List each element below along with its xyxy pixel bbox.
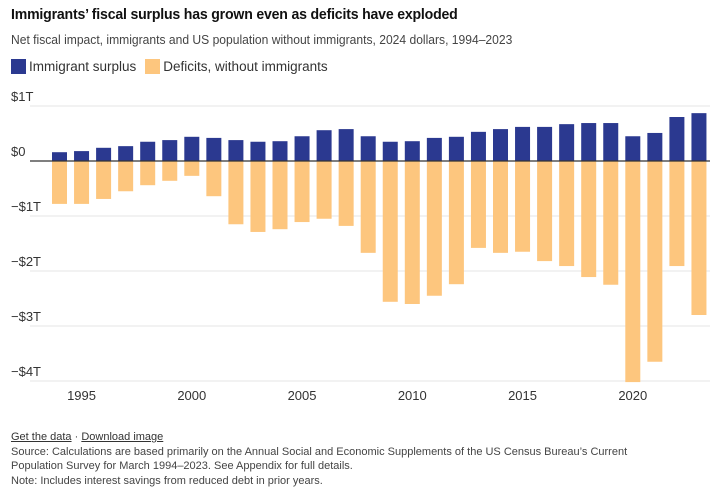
bar-immigrant-surplus-2020 [625,136,641,161]
bar-deficit-2011 [426,161,442,296]
bar-deficit-2013 [470,161,486,248]
bar-deficit-2012 [448,161,464,285]
download-image-link[interactable]: Download image [81,431,164,443]
bar-deficit-2003 [250,161,266,232]
legend-swatch-deficits [145,59,161,74]
bar-immigrant-surplus-2000 [184,136,200,161]
bar-immigrant-surplus-1997 [118,146,134,161]
bar-deficit-2001 [206,161,222,197]
bar-immigrant-surplus-2017 [559,124,575,161]
bar-immigrant-surplus-1995 [74,151,90,161]
legend-item-immigrant-surplus: Immigrant surplus [11,59,136,74]
bar-deficit-1997 [118,161,134,192]
legend-item-deficits: Deficits, without immigrants [145,59,328,74]
bar-deficit-2017 [559,161,575,267]
get-data-link[interactable]: Get the data [11,431,72,443]
bar-deficit-2007 [338,161,354,226]
legend-label: Immigrant surplus [29,59,137,74]
bar-deficit-2009 [382,161,398,302]
bar-deficit-2021 [647,161,663,362]
bar-immigrant-surplus-2001 [206,137,222,161]
y-tick-label: −$3T [11,309,41,324]
bar-immigrant-surplus-2018 [581,123,597,161]
bar-immigrant-surplus-1996 [96,147,112,161]
chart-title: Immigrants’ fiscal surplus has grown eve… [11,6,458,23]
legend-swatch-immigrant-surplus [11,59,26,74]
bar-immigrant-surplus-1999 [162,140,178,161]
source-line-1: Source: Calculations are based primarily… [11,445,628,458]
y-tick-label: −$4T [11,364,41,379]
bar-deficit-1998 [140,161,156,186]
bar-immigrant-surplus-2010 [404,141,420,161]
bars [52,113,707,383]
bar-immigrant-surplus-2003 [250,141,266,161]
bar-deficit-2008 [360,161,376,253]
chart-footer: Get the data · Download image Source: Ca… [11,430,627,488]
bar-deficit-2004 [272,161,288,230]
bar-immigrant-surplus-2006 [316,130,332,161]
x-tick-label: 1995 [67,388,96,403]
bar-immigrant-surplus-2009 [382,141,398,161]
legend-label: Deficits, without immigrants [163,59,328,74]
bar-immigrant-surplus-2019 [603,123,619,161]
bar-immigrant-surplus-2021 [647,132,663,161]
bar-deficit-2022 [669,161,685,267]
bar-deficit-2000 [184,161,200,176]
y-axis-labels: $1T $0 −$1T −$2T −$3T −$4T [11,89,41,379]
bar-immigrant-surplus-2002 [228,140,244,161]
bar-immigrant-surplus-2015 [515,126,531,161]
y-tick-label: −$2T [11,254,41,269]
bar-deficit-1996 [96,161,112,199]
gridlines [30,105,710,382]
x-tick-label: 2000 [177,388,206,403]
bar-deficit-2015 [515,161,531,252]
x-tick-label: 2005 [288,388,317,403]
bar-immigrant-surplus-2007 [338,129,354,161]
bar-deficit-2019 [603,161,619,285]
bar-immigrant-surplus-1994 [52,152,67,161]
bar-immigrant-surplus-2016 [537,126,553,161]
bar-immigrant-surplus-2012 [448,136,464,161]
x-tick-label: 2020 [618,388,647,403]
chart-subtitle: Net fiscal impact, immigrants and US pop… [11,32,513,47]
bar-deficit-2005 [294,161,310,223]
bar-deficit-2018 [581,161,597,278]
chart-legend: Immigrant surplus Deficits, without immi… [11,59,337,74]
y-tick-label: $1T [11,89,33,104]
bar-deficit-1999 [162,161,178,181]
bar-deficit-2006 [316,161,332,219]
bar-deficit-1994 [52,161,67,204]
bar-deficit-1995 [74,161,90,204]
bar-immigrant-surplus-2011 [426,137,442,161]
x-tick-label: 2015 [508,388,537,403]
source-line-2: Population Survey for March 1994–2023. S… [11,460,353,472]
y-tick-label: −$1T [11,199,41,214]
x-tick-label: 2010 [398,388,427,403]
y-tick-label: $0 [11,144,25,159]
link-separator: · [74,431,79,443]
bar-chart: $1T $0 −$1T −$2T −$3T −$4T 1995 2000 2005 2010 20… [11,89,710,403]
note: Note: Includes interest savings from red… [11,474,323,487]
bar-deficit-2014 [493,161,508,253]
bar-deficit-2010 [404,161,420,304]
bar-immigrant-surplus-2023 [691,113,707,161]
bar-immigrant-surplus-2008 [360,136,376,161]
bar-deficit-2002 [228,161,244,225]
x-axis-labels: 1995 2000 2005 2010 2015 2020 [67,388,647,403]
bar-deficit-2020 [625,161,641,383]
bar-immigrant-surplus-2005 [294,136,310,161]
bar-immigrant-surplus-2013 [470,131,486,161]
bar-immigrant-surplus-2022 [669,117,685,161]
bar-deficit-2016 [537,161,553,262]
bar-immigrant-surplus-2014 [493,129,508,161]
bar-deficit-2023 [691,161,707,315]
bar-immigrant-surplus-2004 [272,141,288,161]
bar-immigrant-surplus-1998 [140,141,156,161]
